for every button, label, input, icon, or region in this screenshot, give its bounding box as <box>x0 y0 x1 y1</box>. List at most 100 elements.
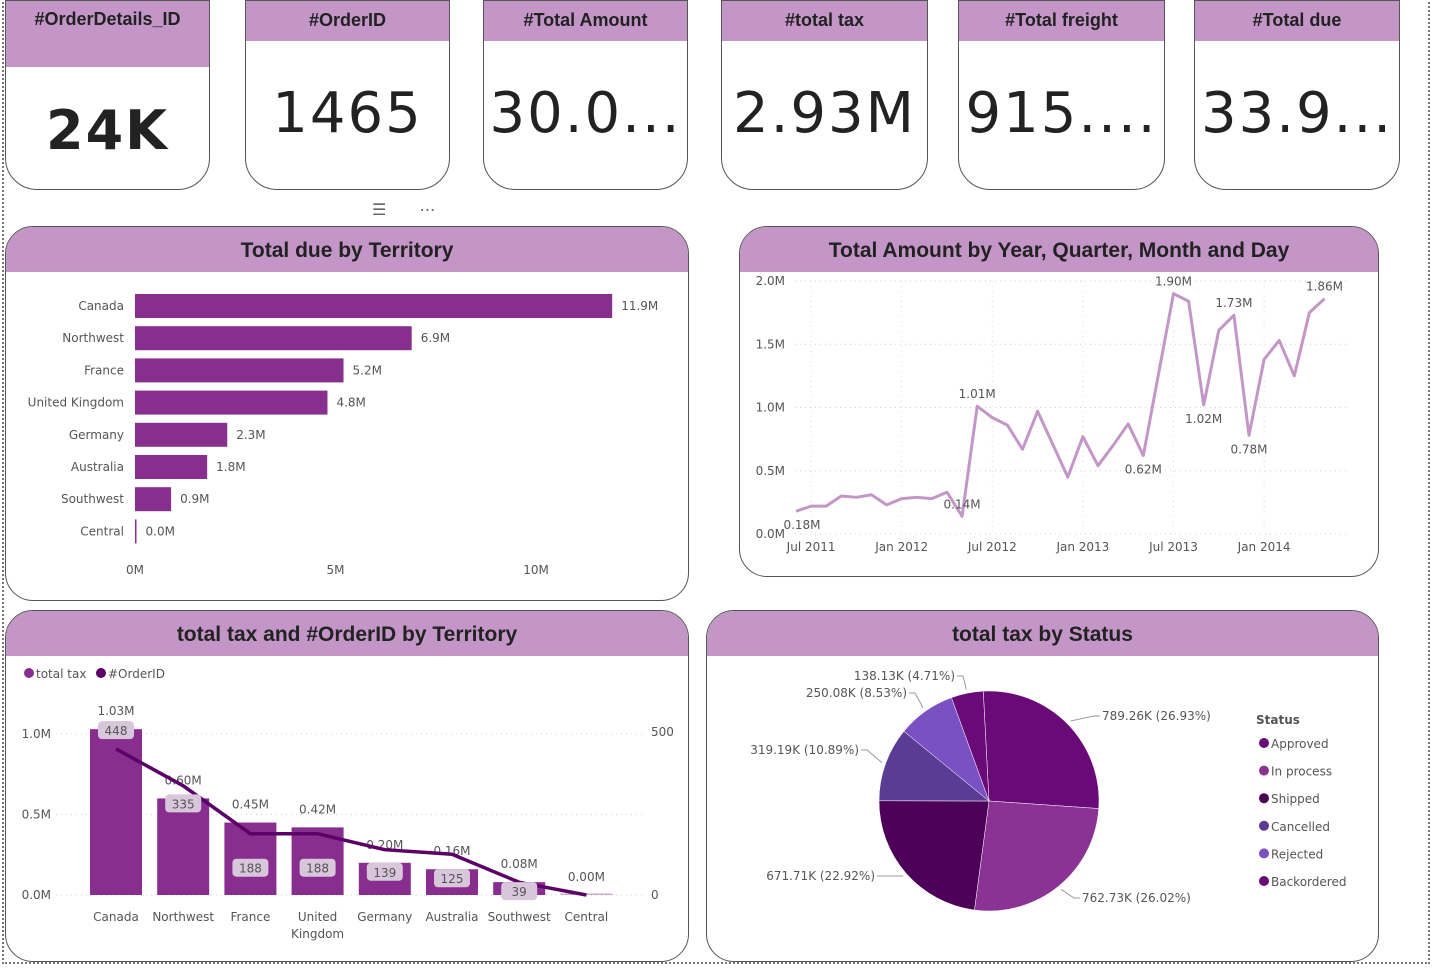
line-series <box>795 292 1326 518</box>
y-tick-label: 0.5M <box>756 464 785 478</box>
y-tick-label: 0.0M <box>756 527 785 541</box>
x-tick-label: 5M <box>327 563 345 577</box>
y-tick-label: 1.5M <box>756 337 785 351</box>
card-total-tax[interactable]: #total tax 2.93M <box>721 0 928 190</box>
data-label: 1.90M <box>1155 275 1192 289</box>
panel-total-amount-by-date[interactable]: Total Amount by Year, Quarter, Month and… <box>739 226 1379 577</box>
data-label: 1.86M <box>1306 280 1343 294</box>
chart-title: Total Amount by Year, Quarter, Month and… <box>740 227 1378 272</box>
orderid-label-bg <box>434 869 470 888</box>
orderid-data-label: 125 <box>441 872 464 886</box>
orderid-label-bg <box>165 794 202 813</box>
panel-tax-by-status[interactable]: total tax by Status 789.26K (26.93%) 762.… <box>706 610 1379 962</box>
legend-label: total tax <box>36 667 86 681</box>
y-tick-label: 1.0M <box>756 401 785 415</box>
pie-chart: 789.26K (26.93%) 762.73K (26.02%) 671.71K … <box>750 669 1346 912</box>
card-value: 2.93M <box>732 81 916 146</box>
orderid-data-label: 39 <box>512 885 527 899</box>
card-orderid[interactable]: #OrderID 1465 <box>245 0 450 190</box>
slice-label: 319.19K (10.89%) <box>750 743 859 757</box>
data-label: 1.01M <box>959 387 996 401</box>
orderid-data-label: 139 <box>373 866 396 880</box>
leader-line <box>909 692 924 709</box>
category-label: Northwest <box>152 910 214 924</box>
line-chart: 0.0M 0.5M 1.0M 1.5M 2.0M Jul 2011 Jan 2012 Jul … <box>756 274 1350 554</box>
orderid-label-bg <box>98 721 134 740</box>
card-value: 1465 <box>272 81 423 146</box>
category-label: Australia <box>71 460 124 474</box>
x-tick-label: Jan 2014 <box>1237 540 1291 554</box>
data-label: 0.9M <box>180 492 209 506</box>
category-label: Central <box>565 910 609 924</box>
legend-marker <box>1259 820 1269 831</box>
tax-data-label: 0.08M <box>501 857 538 871</box>
card-title: #Total freight <box>959 1 1164 41</box>
card-value: 33.9... <box>1200 81 1394 146</box>
category-label: Germany <box>69 428 124 442</box>
category-label: Canada <box>93 910 139 924</box>
legend-marker <box>1259 793 1269 804</box>
category-label: Southwest <box>61 492 124 506</box>
pie-slice <box>878 800 990 911</box>
leader-line <box>1060 888 1080 899</box>
card-value: 24K <box>46 99 169 162</box>
orderid-data-label: 335 <box>172 797 195 811</box>
y-tick-label: 2.0M <box>756 274 785 288</box>
pie-slice <box>951 690 990 802</box>
pie-slice <box>982 690 1100 809</box>
combo-chart: total tax #OrderID 0.0M 0.5M 1.0M 0 500 1.03M Ca… <box>22 667 674 941</box>
data-label: 11.9M <box>621 299 658 313</box>
x-tick-label: Jan 2012 <box>874 540 928 554</box>
y-left-tick-label: 0.0M <box>22 888 51 902</box>
y-right-tick-label: 500 <box>651 725 674 739</box>
orderid-data-label: 448 <box>105 724 128 738</box>
card-title: #Total due <box>1195 1 1399 41</box>
x-tick-label: Jul 2012 <box>967 540 1017 554</box>
orderid-label-bg <box>299 858 336 877</box>
orderid-label-bg <box>501 882 538 901</box>
pie-slice <box>878 730 990 802</box>
card-title: #total tax <box>722 1 927 41</box>
slice-label: 762.73K (26.02%) <box>1082 891 1191 905</box>
legend-label: Cancelled <box>1271 820 1330 834</box>
slice-label: 250.08K (8.53%) <box>806 686 907 700</box>
leader-line <box>1070 715 1100 722</box>
card-value: 915.... <box>965 81 1158 146</box>
bar <box>135 519 137 544</box>
legend-label: Approved <box>1271 737 1329 751</box>
bar <box>135 455 208 479</box>
panel-total-due-by-territory[interactable]: Total due by Territory Canada 11.9M Northw… <box>5 226 689 601</box>
bar <box>135 326 412 351</box>
card-title: #OrderDetails_ID <box>6 1 209 67</box>
data-label: 1.73M <box>1215 296 1252 310</box>
more-options-icon[interactable]: ⋯ <box>419 200 436 219</box>
leader-line <box>957 675 967 690</box>
card-total-amount[interactable]: #Total Amount 30.0... <box>483 0 688 190</box>
orderid-data-label: 188 <box>239 862 262 876</box>
y-right-tick-label: 0 <box>651 888 659 902</box>
tax-data-label: 1.03M <box>97 704 134 718</box>
card-total-freight[interactable]: #Total freight 915.... <box>958 0 1165 190</box>
category-label: Canada <box>78 299 124 313</box>
bar-chart: Canada 11.9M Northwest 6.9M France 5.2M United… <box>28 294 658 577</box>
x-tick-label: 10M <box>523 563 549 577</box>
chart-title: total tax and #OrderID by Territory <box>6 611 688 656</box>
category-label: Germany <box>357 910 412 924</box>
legend-marker <box>1259 848 1269 859</box>
panel-tax-orders-by-territory[interactable]: total tax and #OrderID by Territory tota… <box>5 610 689 962</box>
leader-line <box>861 749 883 763</box>
tax-bar <box>90 729 142 895</box>
category-label: France <box>230 910 270 924</box>
data-label: 4.8M <box>336 396 365 410</box>
x-tick-label: Jul 2011 <box>786 540 836 554</box>
bar <box>135 390 328 415</box>
bar <box>135 422 228 447</box>
orderid-line <box>115 747 587 897</box>
bar <box>135 294 613 318</box>
card-orderdetails-id[interactable]: #OrderDetails_ID 24K <box>5 0 210 190</box>
tax-data-label: 0.00M <box>568 870 605 884</box>
legend-marker-total-tax <box>24 668 34 678</box>
card-total-due[interactable]: #Total due 33.9... <box>1194 0 1400 190</box>
filter-icon[interactable]: ☰ <box>372 200 387 219</box>
slice-label: 789.26K (26.93%) <box>1102 709 1211 723</box>
